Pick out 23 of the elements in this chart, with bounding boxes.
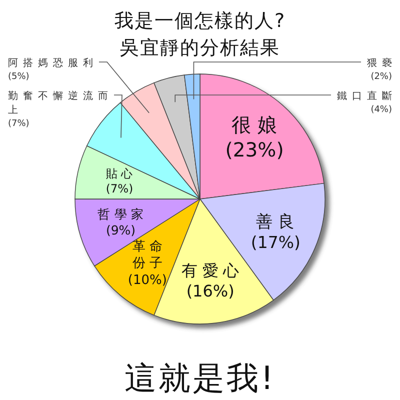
slice-label: 善良	[256, 212, 300, 231]
slice-label: 革命份子	[132, 239, 166, 272]
data-label: (10%)	[128, 272, 167, 288]
slice-label: 阿搭媽恐服利	[8, 57, 98, 69]
data-label: (17%)	[250, 233, 300, 252]
slice-label: 有愛心	[182, 261, 244, 280]
data-label: (7%)	[106, 181, 134, 196]
data-label: (7%)	[8, 119, 30, 129]
chart-subtitle: 吳宜靜的分析結果	[120, 37, 280, 59]
data-label: (16%)	[186, 282, 234, 301]
data-label: (2%)	[370, 72, 392, 82]
slice-label: 哲學家	[98, 206, 148, 222]
data-label: (5%)	[8, 72, 30, 82]
data-label: (4%)	[370, 105, 392, 115]
slice-label: 很娘	[232, 113, 284, 136]
data-label: (9%)	[106, 222, 136, 238]
slice-label: 勤奮不懈逆流而上	[8, 90, 113, 116]
chart-title: 我是一個怎樣的人?	[114, 10, 286, 32]
slice-label: 鐵口直斷	[337, 90, 397, 102]
slice-label: 猥褻	[367, 57, 397, 69]
text: 這就是我!	[124, 359, 276, 397]
slice-label: 貼心	[106, 166, 137, 181]
data-label: (23%)	[225, 138, 284, 162]
